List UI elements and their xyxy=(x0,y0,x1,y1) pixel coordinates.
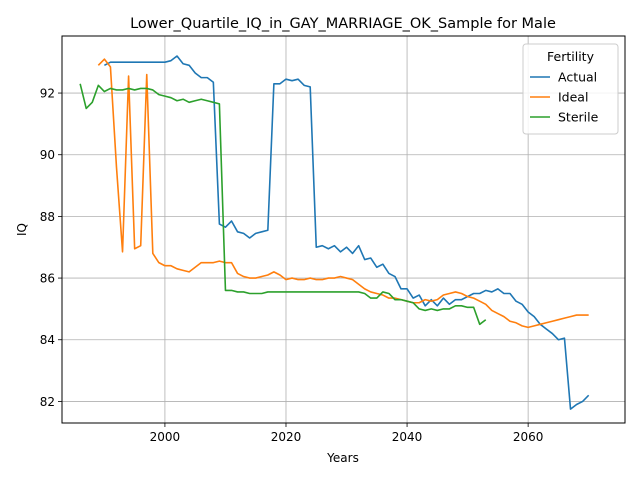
x-tick-label: 2060 xyxy=(513,430,544,444)
y-tick-label: 82 xyxy=(40,395,55,409)
legend-label-sterile: Sterile xyxy=(558,110,599,125)
y-tick-label: 90 xyxy=(40,148,55,162)
y-tick-label: 84 xyxy=(40,333,55,347)
x-axis-label: Years xyxy=(326,451,359,465)
series-line-sterile xyxy=(79,83,487,326)
plot-frame xyxy=(61,35,626,424)
x-axis-ticks: 2000 2020 2040 2060 xyxy=(150,423,544,444)
y-tick-label: 86 xyxy=(40,272,55,286)
chart-title: Lower_Quartile_IQ_in_GAY_MARRIAGE_OK_Sam… xyxy=(130,16,556,32)
series-line-ideal xyxy=(97,58,589,329)
x-tick-label: 2020 xyxy=(271,430,302,444)
legend-label-ideal: Ideal xyxy=(558,90,588,105)
y-axis-ticks: 82 84 86 88 90 92 xyxy=(40,87,62,409)
legend: Fertility Actual Ideal Sterile xyxy=(522,43,619,135)
legend-label-actual: Actual xyxy=(558,70,597,85)
x-tick-label: 2000 xyxy=(150,430,181,444)
x-tick-label: 2040 xyxy=(392,430,423,444)
series-lines xyxy=(79,55,590,410)
y-tick-label: 92 xyxy=(40,87,55,101)
series-line-actual xyxy=(104,55,590,410)
y-axis-label: IQ xyxy=(15,223,29,236)
y-tick-label: 88 xyxy=(40,210,55,224)
legend-title: Fertility xyxy=(547,49,595,64)
legend-box xyxy=(522,43,619,135)
